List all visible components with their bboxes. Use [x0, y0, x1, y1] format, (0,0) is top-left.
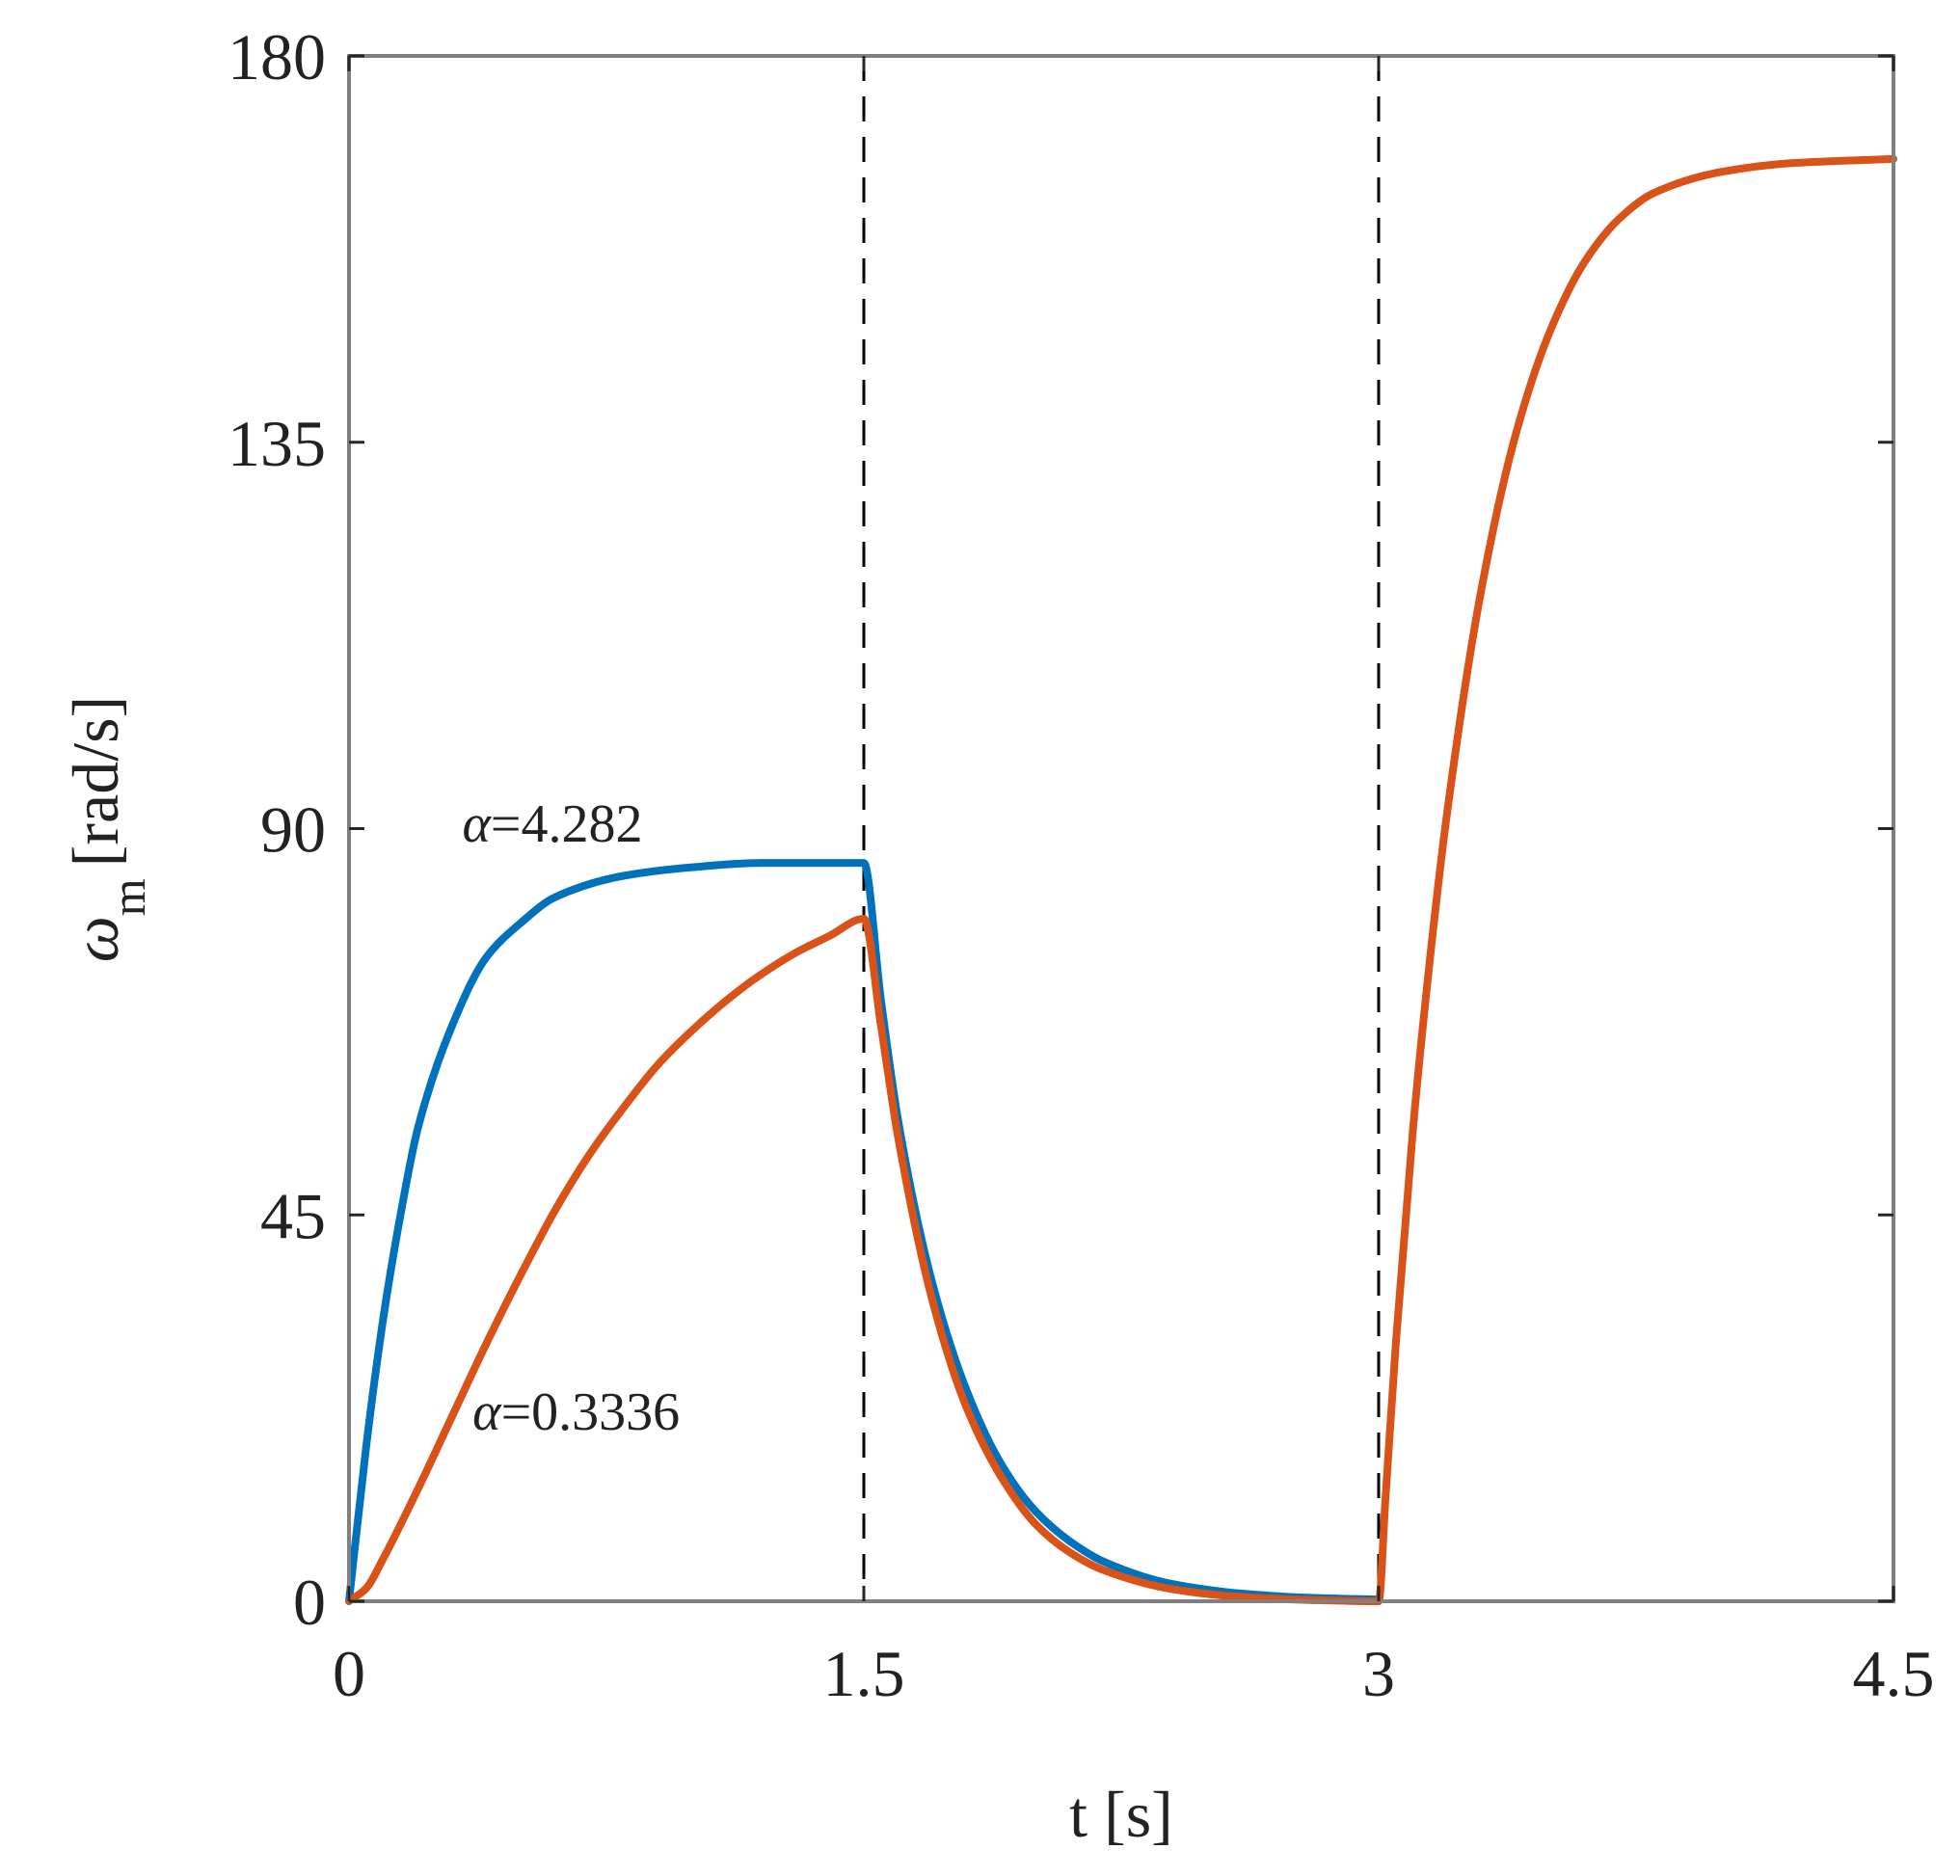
y-axis-unit: [rad/s] — [59, 696, 132, 867]
y-tick-label: 0 — [293, 1566, 326, 1639]
x-tick-label: 3 — [1362, 1637, 1395, 1710]
series-line-1 — [345, 154, 1897, 1605]
x-tick-label: 1.5 — [823, 1637, 905, 1710]
y-tick-label: 90 — [260, 793, 326, 867]
plot-area — [349, 56, 1893, 1601]
y-tick-label: 135 — [228, 407, 326, 480]
annotations: α=4.282 α=0.3336 — [462, 794, 680, 1442]
y-axis-label: ωm [rad/s] — [59, 696, 155, 962]
tick-labels: 0 1.5 3 4.5 0 45 90 135 180 — [228, 20, 1935, 1710]
y-axis-subscript: m — [101, 878, 155, 916]
tick-marks — [347, 54, 1895, 1603]
series-layer — [345, 154, 1897, 1605]
series-line-0 — [345, 859, 1383, 1605]
series-annotation-1: α=0.3336 — [472, 1382, 680, 1442]
y-tick-label: 180 — [228, 20, 326, 94]
y-axis-symbol: ω — [59, 916, 132, 962]
vertical-dashed-lines — [862, 56, 1381, 1601]
x-tick-label: 0 — [333, 1637, 365, 1710]
x-tick-label: 4.5 — [1853, 1637, 1935, 1710]
series-annotation-0: α=4.282 — [462, 794, 642, 854]
x-axis-label: t [s] — [1069, 1778, 1173, 1851]
y-tick-label: 45 — [260, 1179, 326, 1252]
